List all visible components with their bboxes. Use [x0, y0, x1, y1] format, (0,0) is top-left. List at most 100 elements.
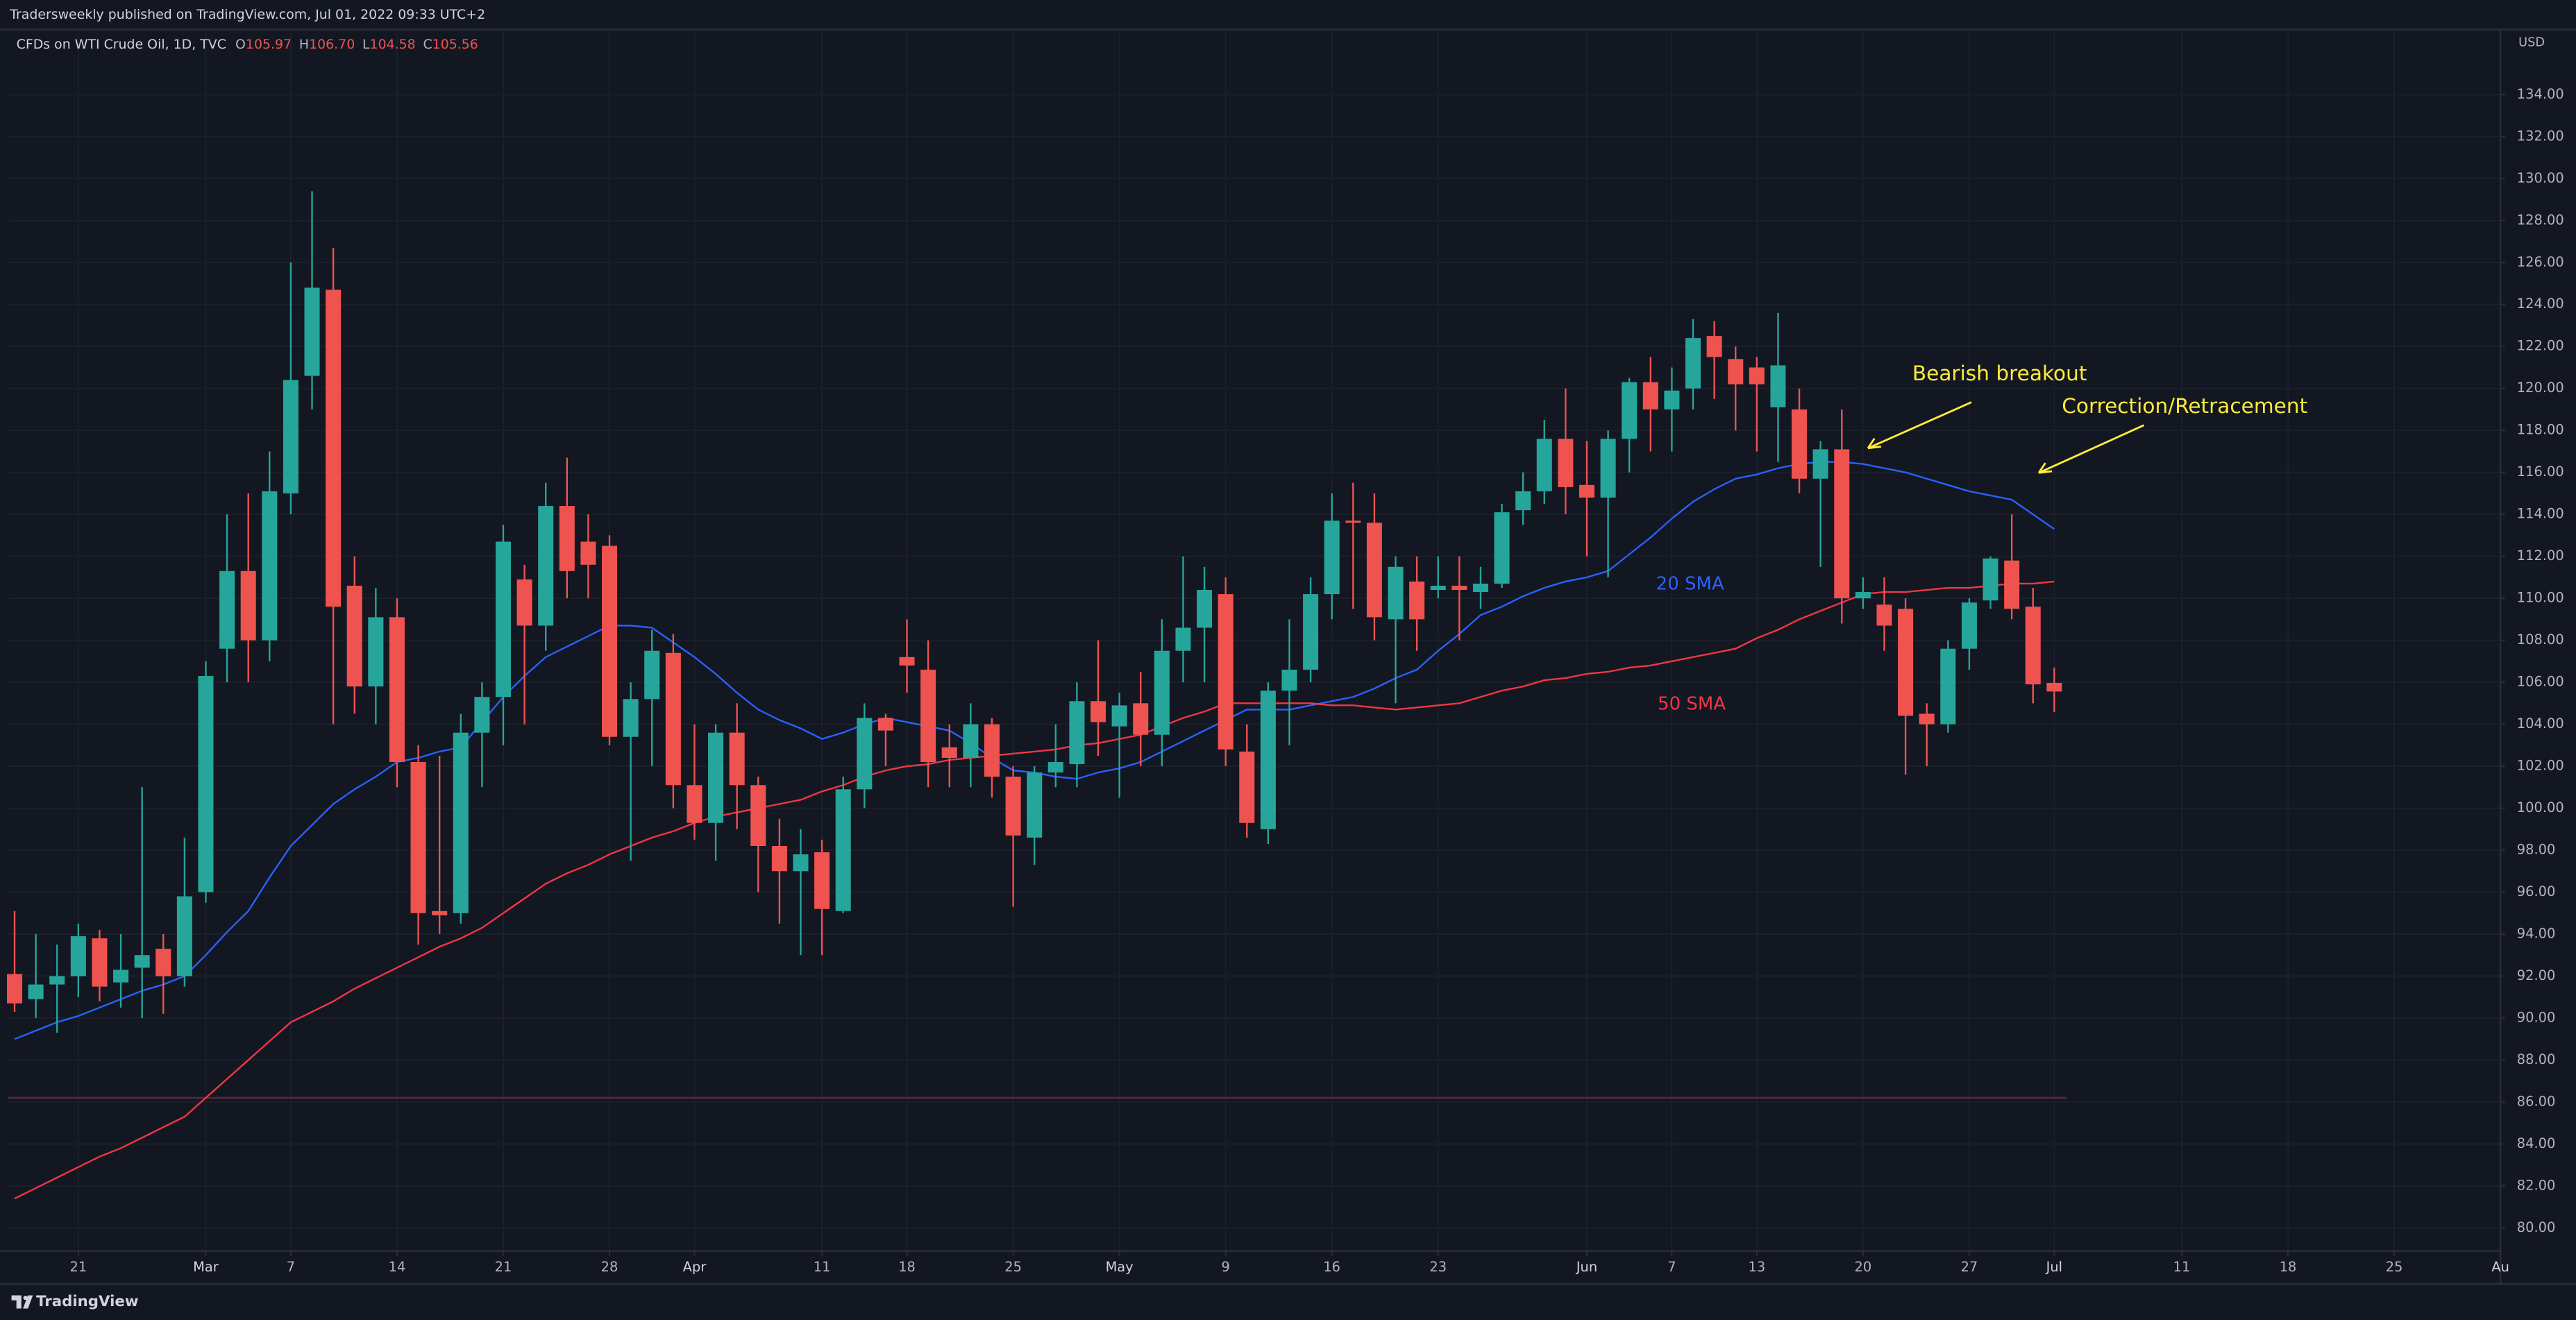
x-tick-label: 11 [814, 1259, 831, 1275]
y-tick-label: 94.00 [2517, 925, 2556, 941]
candle-body [1239, 751, 1255, 823]
candle-body [899, 657, 915, 666]
y-tick-label: 92.00 [2517, 967, 2556, 983]
candle-body [1770, 365, 1786, 407]
candle-body [1281, 669, 1297, 691]
candle-body [1622, 382, 1638, 439]
candle-body [580, 541, 596, 565]
y-tick-label: 88.00 [2517, 1051, 2556, 1067]
arrow [1867, 401, 1972, 450]
arrows [1867, 401, 2145, 474]
y-tick-label: 114.00 [2517, 506, 2564, 522]
y-tick-label: 134.00 [2517, 86, 2564, 102]
candle-body [1642, 382, 1658, 409]
candle-body [516, 579, 532, 626]
candle-body [1472, 583, 1488, 593]
candle-body [623, 699, 639, 737]
candle-body [219, 570, 235, 649]
candle-body [70, 936, 86, 976]
y-tick-label: 122.00 [2517, 338, 2564, 354]
candle-body [1749, 367, 1765, 384]
y-tick-label: 118.00 [2517, 422, 2564, 438]
y-tick-label: 106.00 [2517, 674, 2564, 690]
candle-body [326, 289, 342, 607]
candle-body [1154, 650, 1170, 735]
x-tick-label: Jun [1576, 1259, 1597, 1275]
candle-body [1090, 701, 1106, 722]
y-tick-label: 90.00 [2517, 1009, 2556, 1025]
legend-value: 106.70 [309, 36, 355, 51]
candle-body [1536, 439, 1552, 491]
candle-body [1558, 439, 1574, 487]
candle-body [134, 955, 150, 968]
candle-body [602, 545, 618, 737]
candle-body [155, 949, 171, 976]
candle-body [984, 724, 1000, 777]
y-tick-label: 98.00 [2517, 842, 2556, 858]
logo-dot [23, 1295, 28, 1301]
candle-body [28, 984, 44, 999]
candle-body [1409, 581, 1425, 620]
candle-body [1303, 594, 1319, 670]
sma-label: 20 SMA [1656, 574, 1724, 595]
candle-body [687, 785, 702, 823]
candle-body [368, 617, 384, 687]
candle-body [474, 697, 490, 733]
candle-body [729, 732, 745, 786]
candle-body [113, 970, 129, 983]
candle-body [1834, 449, 1850, 599]
arrow [2037, 424, 2145, 474]
candle-body [1366, 523, 1382, 618]
x-tick-label: 25 [2386, 1259, 2403, 1275]
candle-body [1982, 558, 1998, 601]
x-tick-label: 25 [1004, 1259, 1022, 1275]
x-tick-label: 27 [1961, 1259, 1978, 1275]
candle-body [2046, 683, 2062, 692]
x-tick-label: 7 [287, 1259, 295, 1275]
candle-body [2004, 560, 2020, 609]
candle-body [1005, 777, 1021, 836]
legend-value: 104.58 [370, 36, 416, 51]
x-tick-label: 14 [389, 1259, 406, 1275]
candle-body [559, 506, 575, 571]
legend: CFDs on WTI Crude Oil, 1D, TVC O105.97 H… [17, 36, 478, 51]
y-tick-label: 130.00 [2517, 170, 2564, 186]
candle-body [708, 732, 724, 823]
brand: TradingView [36, 1293, 138, 1310]
candle-body [1940, 648, 1956, 725]
legend-value: 105.97 [246, 36, 292, 51]
candle-body [857, 718, 873, 790]
candle-body [1218, 594, 1234, 750]
candle-body [1792, 409, 1808, 479]
candle-body [877, 718, 893, 731]
candle-body [283, 380, 298, 493]
y-tick-label: 104.00 [2517, 716, 2564, 731]
candle-body [495, 541, 512, 697]
candle-body [1876, 604, 1892, 626]
x-tick-label: Mar [193, 1259, 219, 1275]
legend-value: 105.56 [432, 36, 478, 51]
y-tick-label: 110.00 [2517, 590, 2564, 606]
x-tick-label: Apr [683, 1259, 707, 1275]
candle-body [1919, 713, 1935, 725]
y-tick-label: 102.00 [2517, 758, 2564, 774]
sma-label: 50 SMA [1658, 693, 1726, 714]
candle-body [1197, 590, 1213, 628]
y-tick-label: 108.00 [2517, 632, 2564, 648]
candle-body [1494, 512, 1510, 584]
x-tick-label: 13 [1749, 1259, 1766, 1275]
y-tick-label: 82.00 [2517, 1177, 2556, 1193]
legend-field: H [299, 36, 309, 51]
x-tick-label: 20 [1855, 1259, 1872, 1275]
y-tick-label: 126.00 [2517, 254, 2564, 270]
candle-body [1260, 691, 1276, 829]
candle-body [920, 669, 936, 763]
candle-body [538, 506, 554, 626]
candle-body [1175, 627, 1191, 651]
candle-body [1324, 521, 1340, 595]
y-tick-label: 116.00 [2517, 464, 2564, 480]
y-tick-label: 124.00 [2517, 296, 2564, 312]
candle-body [49, 976, 65, 985]
y-tick-label: 132.00 [2517, 128, 2564, 144]
